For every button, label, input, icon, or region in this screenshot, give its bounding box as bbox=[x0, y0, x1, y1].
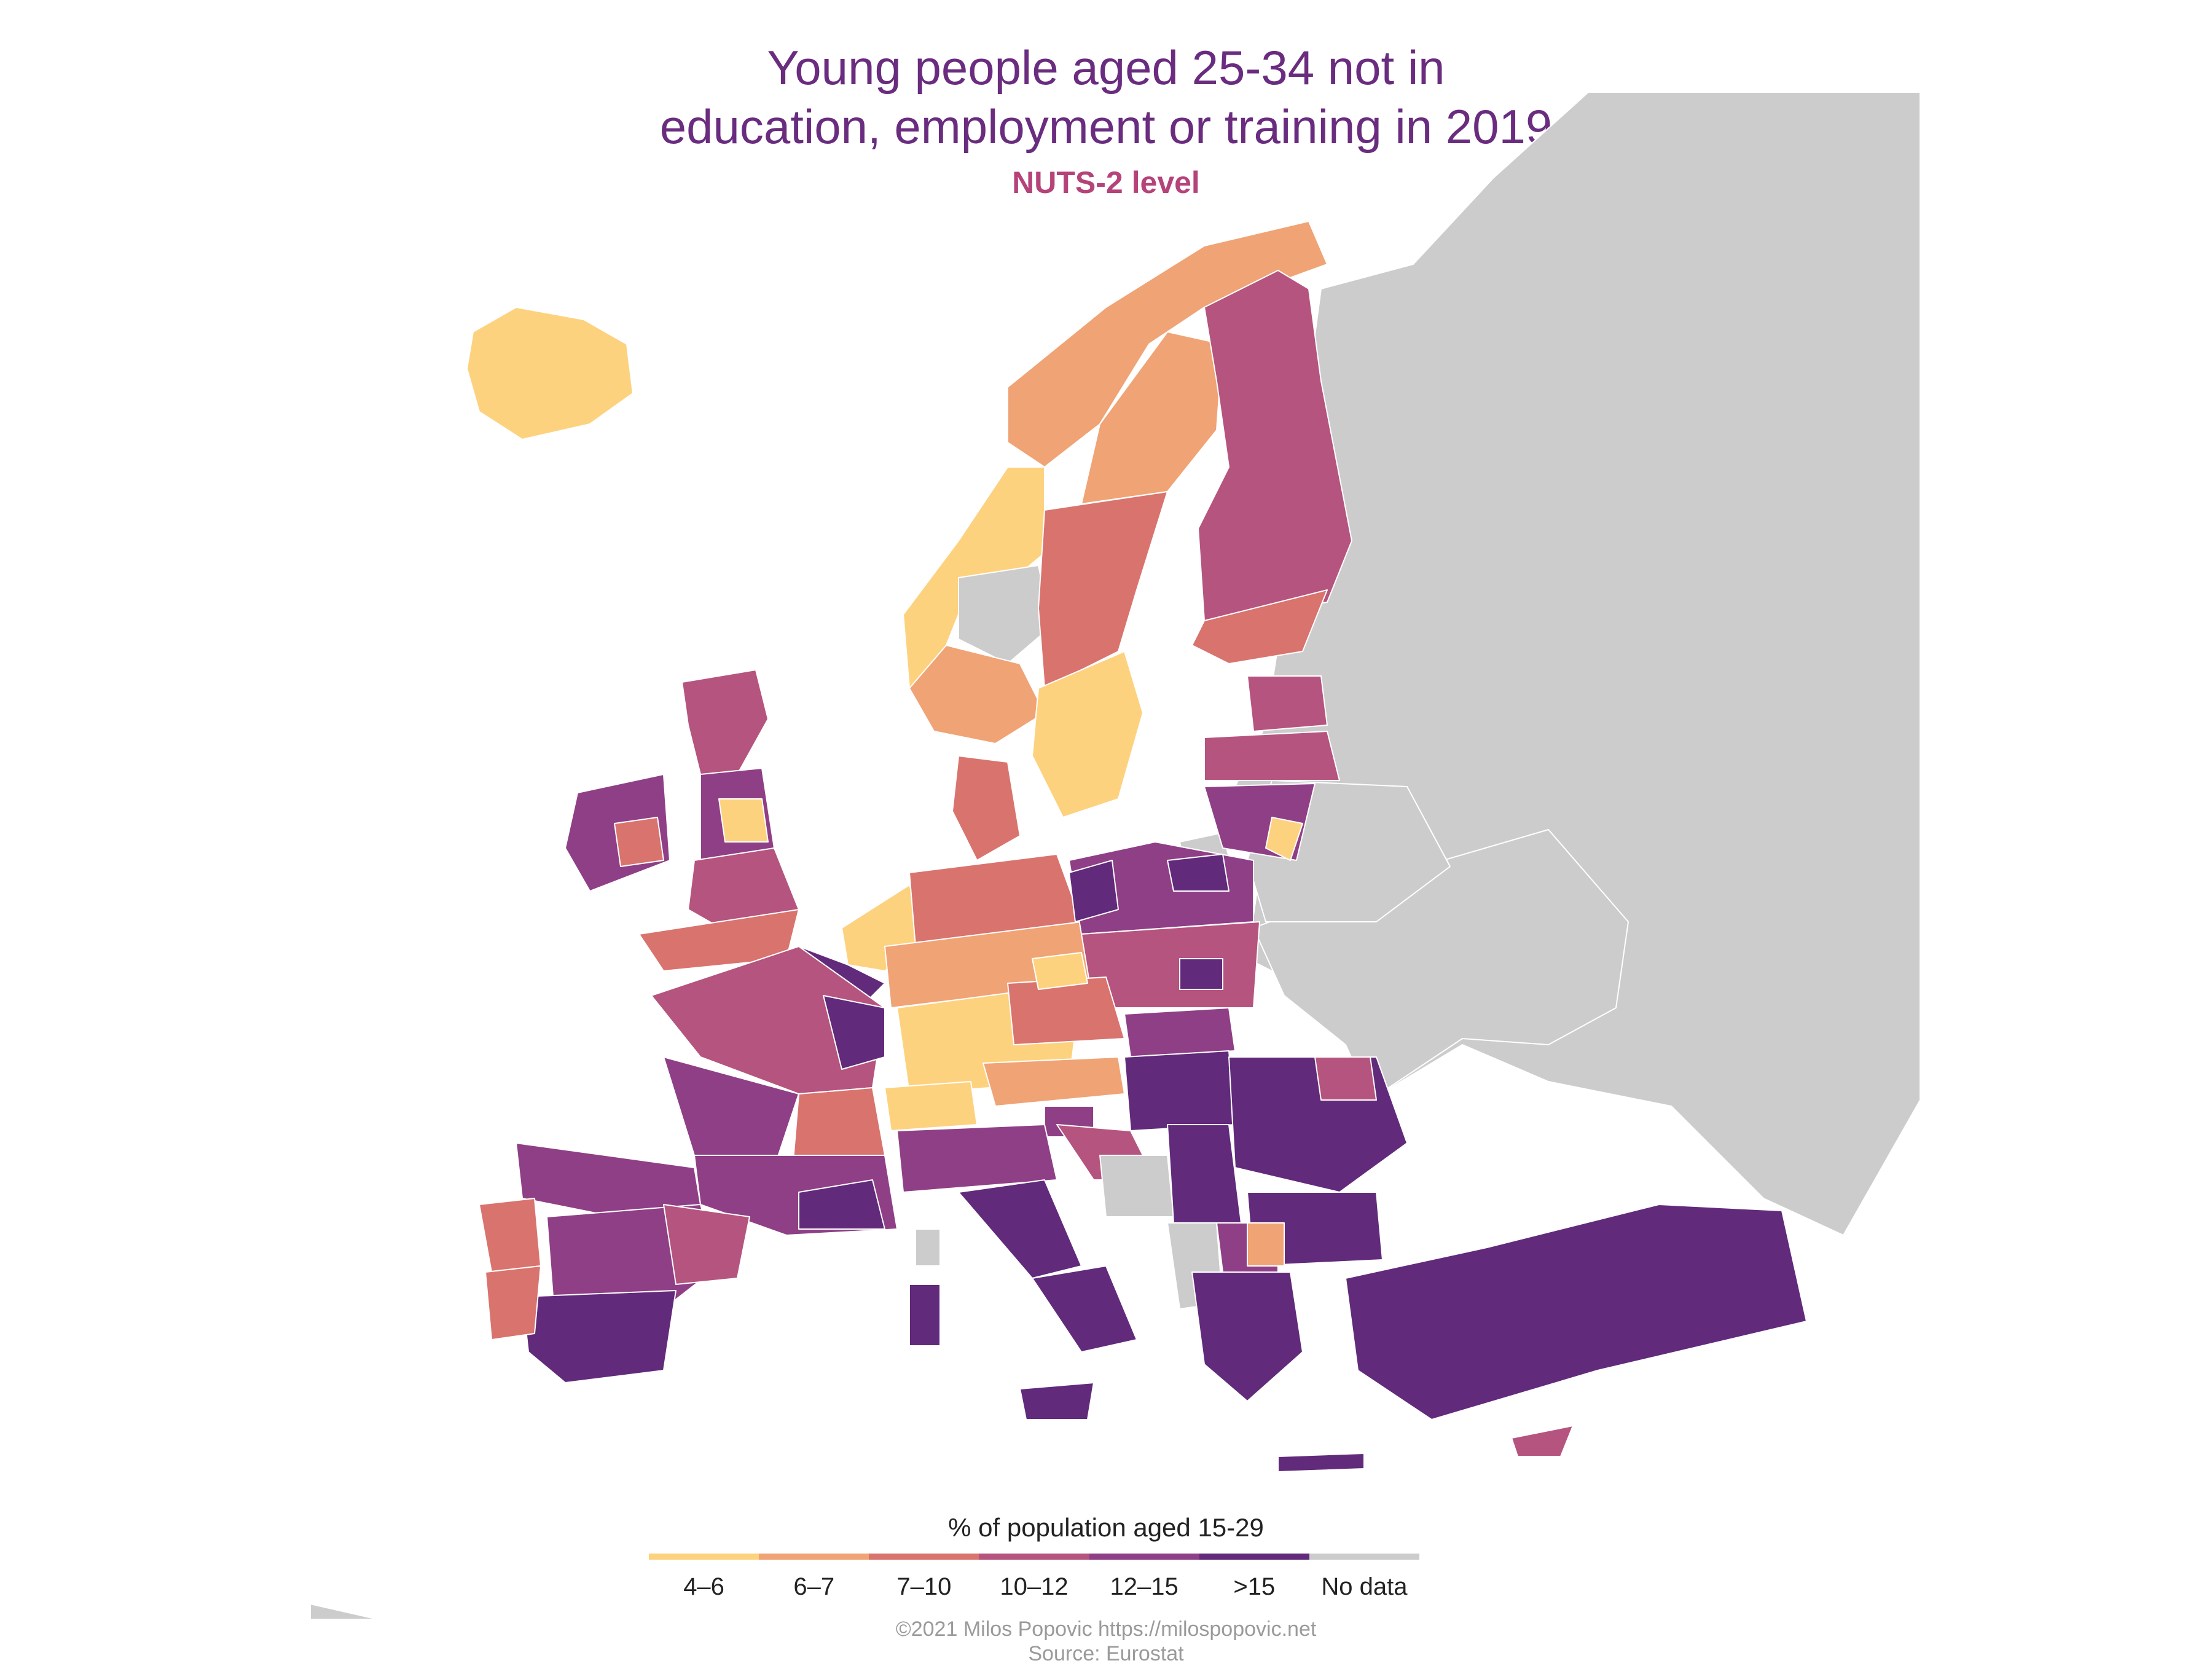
region-ireland-east bbox=[614, 817, 664, 867]
region-hungary bbox=[1124, 1050, 1236, 1131]
title-line-1: Young people aged 25-34 not in bbox=[767, 41, 1445, 95]
region-latvia bbox=[1204, 731, 1340, 781]
legend-swatch bbox=[1199, 1554, 1309, 1560]
region-france-northeast bbox=[823, 995, 885, 1070]
legend-labels: 4–6 6–7 7–10 10–12 12–15 >15 No data bbox=[649, 1573, 1419, 1601]
map-title: Young people aged 25-34 not in education… bbox=[0, 38, 2212, 156]
region-bottom-left-nodata bbox=[310, 1603, 378, 1620]
legend-swatch bbox=[759, 1554, 869, 1560]
region-slovakia bbox=[1124, 1007, 1236, 1058]
region-spain-east bbox=[663, 1204, 750, 1285]
region-portugal-north bbox=[479, 1198, 541, 1273]
legend-label: No data bbox=[1321, 1573, 1408, 1600]
region-bulgaria-southwest bbox=[1247, 1222, 1285, 1267]
region-sweden-middle bbox=[1038, 491, 1168, 689]
region-denmark bbox=[952, 755, 1021, 861]
region-serbia bbox=[1167, 1124, 1242, 1224]
legend-swatch bbox=[1309, 1554, 1419, 1560]
region-vilnius bbox=[1265, 817, 1303, 861]
title-line-2: education, employment or training in 201… bbox=[659, 100, 1553, 154]
region-poland-northeast bbox=[1167, 854, 1230, 892]
region-uk-northeast-yellow bbox=[718, 798, 769, 843]
region-sweden-south bbox=[1032, 651, 1143, 818]
region-finland-south bbox=[1191, 589, 1328, 664]
region-austria bbox=[982, 1056, 1125, 1107]
region-france-southeast bbox=[798, 1179, 885, 1230]
region-sicily bbox=[1019, 1382, 1094, 1420]
region-italy-central bbox=[958, 1179, 1082, 1279]
region-portugal-south bbox=[485, 1265, 541, 1340]
legend-label: >15 bbox=[1233, 1573, 1276, 1600]
legend-label: 6–7 bbox=[793, 1573, 835, 1600]
region-italy-north bbox=[896, 1124, 1057, 1193]
region-cyprus bbox=[1511, 1425, 1574, 1457]
region-iceland bbox=[466, 307, 633, 440]
region-sardinia bbox=[909, 1284, 941, 1346]
region-estonia bbox=[1247, 675, 1328, 732]
legend-label: 7–10 bbox=[896, 1573, 952, 1600]
region-czechia bbox=[1007, 976, 1125, 1045]
region-greece bbox=[1191, 1271, 1303, 1402]
region-crete bbox=[1277, 1453, 1365, 1472]
region-norway-central-nodata bbox=[958, 565, 1051, 664]
region-czechia-north bbox=[1032, 952, 1088, 990]
region-finland-north bbox=[1198, 270, 1352, 621]
region-italy-south bbox=[1032, 1265, 1137, 1353]
legend-label: 4–6 bbox=[683, 1573, 724, 1600]
region-poland-southeast bbox=[1179, 958, 1223, 990]
region-switzerland bbox=[884, 1081, 978, 1131]
legend-swatch bbox=[869, 1554, 979, 1560]
region-turkey bbox=[1345, 1204, 1807, 1420]
legend-title: % of population aged 15-29 bbox=[948, 1513, 1264, 1542]
region-poland-northwest bbox=[1069, 860, 1119, 922]
legend-swatch bbox=[979, 1554, 1089, 1560]
credit-line: ©2021 Milos Popovic https://milospopovic… bbox=[895, 1617, 1317, 1641]
legend-label: 10–12 bbox=[1000, 1573, 1069, 1600]
region-bosnia-nodata bbox=[1099, 1155, 1174, 1217]
legend-swatch bbox=[649, 1554, 759, 1560]
source-line: Source: Eurostat bbox=[1028, 1642, 1184, 1665]
legend-color-bar bbox=[649, 1554, 1419, 1560]
region-uk-scotland bbox=[681, 669, 769, 775]
region-corsica-nodata bbox=[915, 1228, 941, 1267]
legend-label: 12–15 bbox=[1110, 1573, 1179, 1600]
legend-swatch bbox=[1089, 1554, 1199, 1560]
map-subtitle: NUTS-2 level bbox=[1012, 165, 1200, 200]
region-romania-north bbox=[1314, 1056, 1377, 1101]
region-spain-south bbox=[522, 1290, 677, 1383]
